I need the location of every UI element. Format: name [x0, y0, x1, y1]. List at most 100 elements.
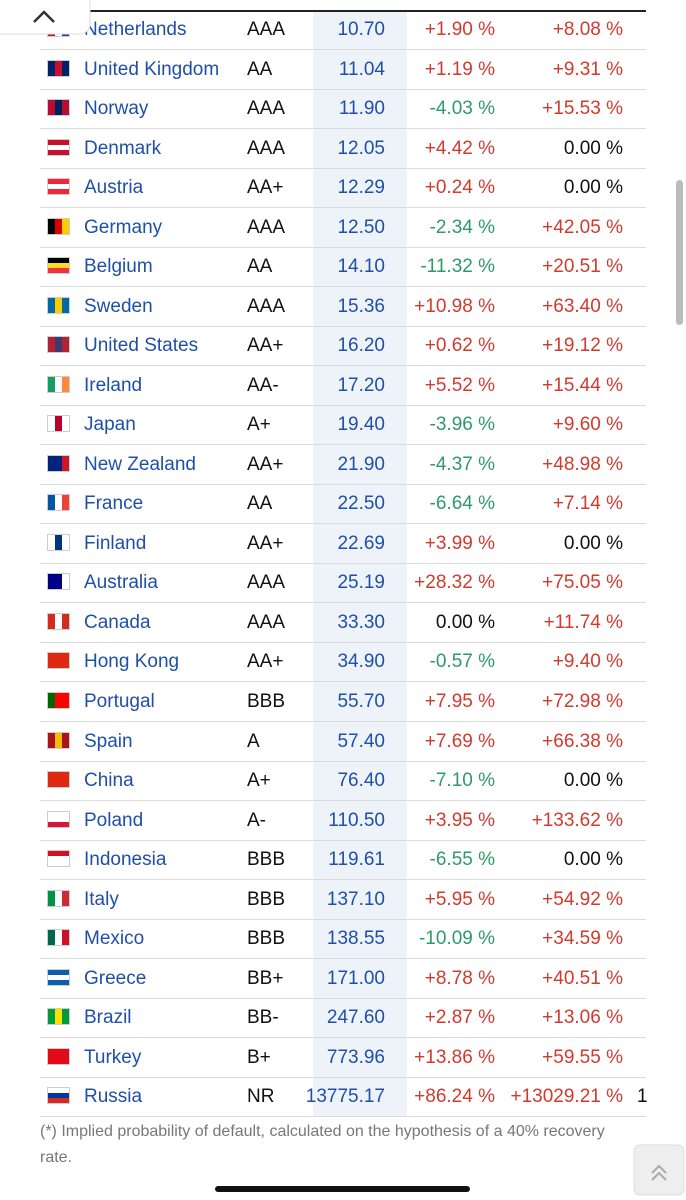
- change-2: +40.51 %: [542, 967, 623, 989]
- change-2: +59.55 %: [542, 1046, 623, 1068]
- flag: [47, 1087, 70, 1105]
- flag: [47, 692, 70, 709]
- change-2: +9.31 %: [552, 58, 623, 80]
- flag: [47, 454, 70, 472]
- table-row: United Kingdom AA 11.04 +1.19 % +9.31 %: [40, 50, 646, 90]
- country-link[interactable]: Russia: [84, 1086, 143, 1108]
- flag: [47, 494, 70, 512]
- change-2: +63.40 %: [542, 295, 623, 317]
- change-1: -6.55 %: [429, 849, 495, 871]
- country-link[interactable]: Greece: [84, 967, 147, 989]
- country-link[interactable]: Denmark: [84, 137, 162, 159]
- change-2: +72.98 %: [542, 691, 623, 712]
- table-row: Germany AAA 12.50 -2.34 % +42.05 %: [40, 208, 646, 248]
- change-1: +3.99 %: [424, 532, 495, 554]
- cds-value: 11.04: [338, 58, 385, 80]
- change-1: -2.34 %: [429, 216, 495, 238]
- change-1: -3.96 %: [429, 414, 495, 436]
- change-2: 0.00 %: [563, 137, 623, 159]
- rating: AAA: [247, 19, 286, 40]
- cds-value: 21.90: [337, 453, 385, 475]
- rating: AA: [247, 58, 273, 80]
- country-link[interactable]: Indonesia: [84, 849, 167, 871]
- flag: [47, 99, 70, 117]
- table-row: Austria AA+ 12.29 +0.24 % 0.00 %: [40, 168, 646, 209]
- rating: BBB: [247, 928, 286, 950]
- country-link[interactable]: New Zealand: [84, 453, 196, 475]
- cds-value: 17.20: [337, 374, 385, 396]
- table-row: New Zealand AA+ 21.90 -4.37 % +48.98 %: [40, 445, 646, 485]
- change-2: 0.00 %: [563, 849, 623, 871]
- country-link[interactable]: Finland: [84, 532, 147, 554]
- scroll-top-button[interactable]: [633, 1144, 685, 1196]
- change-1: -7.10 %: [429, 770, 495, 792]
- change-1: +28.32 %: [414, 572, 495, 594]
- country-link[interactable]: Brazil: [84, 1007, 132, 1029]
- country-link[interactable]: Netherlands: [84, 19, 187, 40]
- flag: [47, 1008, 70, 1026]
- cds-value: 33.30: [337, 611, 385, 633]
- rating: B+: [247, 1046, 271, 1068]
- change-2: +66.38 %: [542, 730, 623, 752]
- country-link[interactable]: Belgium: [84, 256, 153, 278]
- flag: [47, 296, 70, 314]
- change-2: +15.44 %: [542, 374, 623, 396]
- table-row: Finland AA+ 22.69 +3.99 % 0.00 %: [40, 524, 646, 564]
- country-link[interactable]: Hong Kong: [84, 651, 180, 673]
- rating: AAA: [247, 572, 286, 594]
- table-row: United States AA+ 16.20 +0.62 % +19.12 %: [40, 326, 646, 367]
- country-link[interactable]: Austria: [84, 177, 144, 199]
- country-link[interactable]: Germany: [84, 216, 163, 238]
- change-1: +7.95 %: [424, 691, 495, 712]
- change-2: +9.40 %: [552, 651, 623, 673]
- flag: [47, 1047, 70, 1065]
- cds-value: 22.69: [337, 532, 385, 554]
- country-link[interactable]: France: [84, 493, 144, 515]
- change-2: 0.00 %: [563, 770, 623, 792]
- rating: AAA: [247, 611, 286, 633]
- country-link[interactable]: Mexico: [84, 928, 145, 950]
- flag: [47, 889, 70, 907]
- cds-value: 19.40: [337, 414, 385, 436]
- flag: [47, 771, 70, 789]
- rating: AA+: [247, 453, 284, 475]
- country-link[interactable]: Turkey: [84, 1046, 142, 1068]
- country-link[interactable]: Japan: [84, 414, 136, 436]
- country-link[interactable]: Poland: [84, 809, 144, 831]
- change-1: +2.87 %: [424, 1007, 495, 1029]
- table-row: Japan A+ 19.40 -3.96 % +9.60 %: [40, 405, 646, 446]
- table-row: France AA 22.50 -6.64 % +7.14 %: [40, 484, 646, 525]
- change-2: +13.06 %: [542, 1007, 623, 1029]
- change-2: 0.00 %: [563, 532, 623, 554]
- country-link[interactable]: Canada: [84, 611, 151, 633]
- change-2: +7.14 %: [552, 493, 623, 515]
- country-link[interactable]: Portugal: [84, 691, 155, 712]
- cds-value: 11.90: [338, 98, 385, 120]
- flag: [47, 257, 70, 275]
- rating: BBB: [247, 849, 286, 871]
- flag: [47, 217, 70, 235]
- country-link[interactable]: Spain: [84, 730, 133, 752]
- change-1: +5.95 %: [424, 888, 495, 910]
- country-link[interactable]: Australia: [84, 572, 158, 594]
- table-row: Ireland AA- 17.20 +5.52 % +15.44 %: [40, 366, 646, 406]
- country-link[interactable]: Ireland: [84, 374, 143, 396]
- flag: [47, 573, 70, 591]
- country-link[interactable]: Sweden: [84, 295, 153, 317]
- rating: A+: [247, 770, 271, 792]
- change-2: 0.00 %: [563, 177, 623, 199]
- change-1: +10.98 %: [414, 295, 495, 317]
- country-link[interactable]: China: [84, 770, 134, 792]
- cds-value: 12.50: [337, 216, 385, 238]
- country-link[interactable]: Italy: [84, 888, 119, 910]
- change-1: +86.24 %: [414, 1086, 495, 1108]
- table-row: Australia AAA 25.19 +28.32 % +75.05 %: [40, 563, 646, 604]
- cds-value: 12.05: [337, 137, 385, 159]
- country-link[interactable]: United Kingdom: [84, 58, 220, 80]
- flag: [47, 375, 70, 393]
- cds-value: 10.70: [337, 19, 385, 40]
- country-link[interactable]: United States: [84, 335, 199, 357]
- country-link[interactable]: Norway: [84, 98, 149, 120]
- change-1: +1.90 %: [424, 19, 495, 40]
- table-row: China A+ 76.40 -7.10 % 0.00 %: [40, 761, 646, 802]
